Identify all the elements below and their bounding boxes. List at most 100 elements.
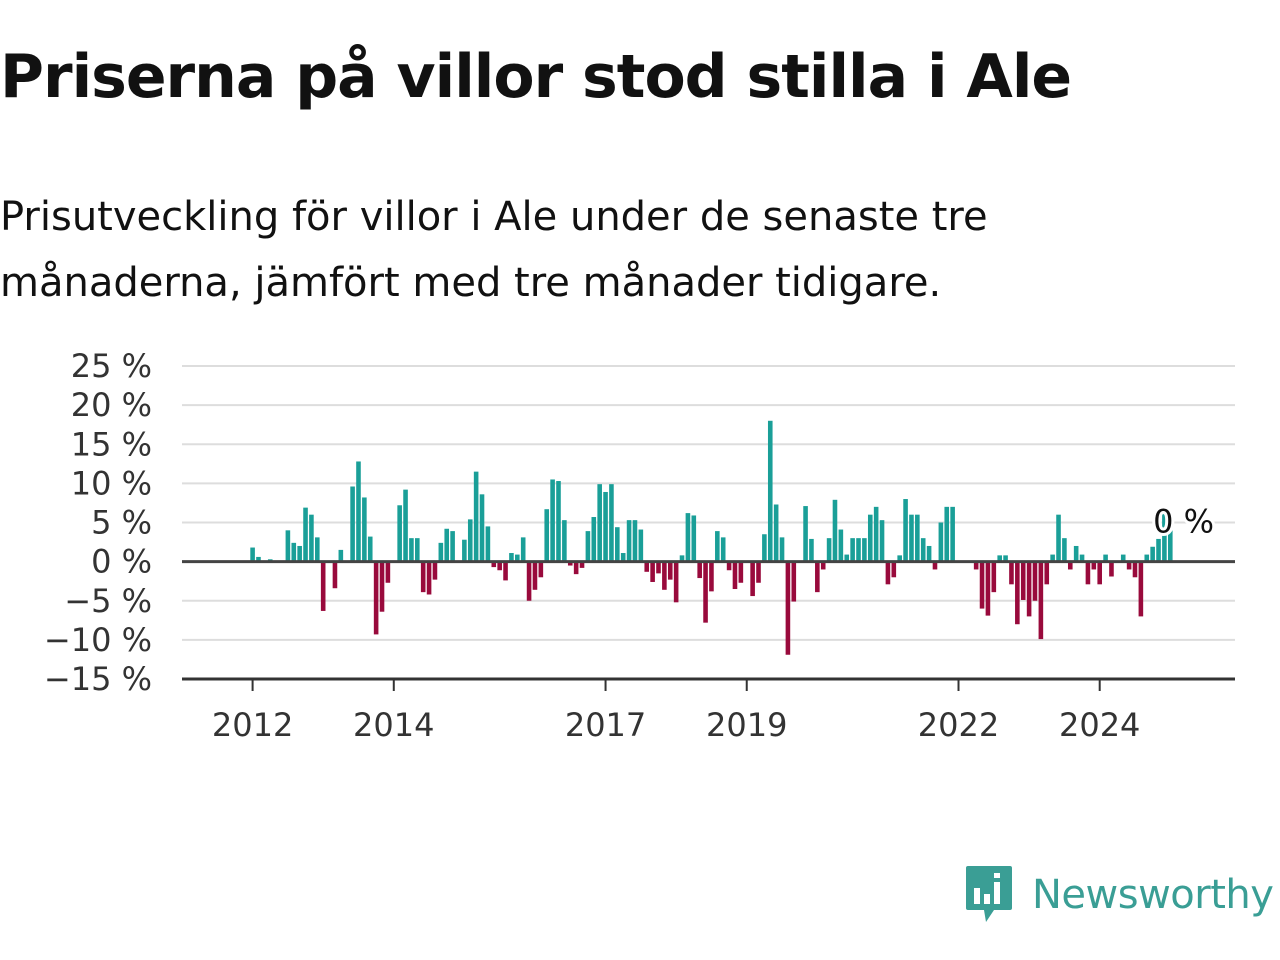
- bar-negative: [373, 561, 379, 635]
- bar-negative: [703, 561, 708, 623]
- bar-positive: [303, 507, 308, 562]
- bar-positive: [779, 537, 785, 562]
- bar-positive: [256, 556, 261, 562]
- bar-positive: [909, 514, 914, 562]
- bar-negative: [1067, 561, 1073, 570]
- bar-positive: [467, 519, 473, 562]
- newsworthy-logo-icon: [966, 866, 1012, 922]
- bar-positive: [409, 538, 414, 562]
- bar-positive: [556, 481, 561, 562]
- y-tick-label: 15 %: [71, 425, 152, 463]
- bar-positive: [1120, 554, 1126, 562]
- bar-negative: [673, 561, 679, 603]
- bar-negative: [567, 561, 573, 566]
- bar-positive: [403, 489, 408, 562]
- bar-positive: [1162, 506, 1167, 562]
- bars: [250, 420, 1173, 655]
- bar-positive: [838, 529, 844, 562]
- bar-positive: [362, 497, 367, 562]
- bar-positive: [1168, 530, 1173, 562]
- bar-positive: [562, 520, 567, 562]
- bar-positive: [1144, 554, 1150, 562]
- x-tick-label: 2014: [353, 706, 434, 744]
- bar-positive: [367, 536, 373, 562]
- bar-positive: [832, 499, 838, 562]
- bar-negative: [756, 561, 761, 583]
- bar-positive: [773, 504, 779, 562]
- bar-positive: [1062, 538, 1067, 562]
- bar-negative: [491, 561, 497, 568]
- bar-positive: [767, 420, 773, 562]
- bar-negative: [662, 561, 667, 590]
- y-tick-label: 0 %: [91, 543, 152, 581]
- y-tick-label: 20 %: [71, 386, 152, 424]
- y-tick-label: −15 %: [44, 660, 152, 698]
- bar-positive: [515, 554, 520, 562]
- bar-positive: [1103, 554, 1108, 562]
- y-tick-labels: 25 %20 %15 %10 %5 %0 %−5 %−10 %−15 %: [44, 347, 152, 698]
- bar-positive: [762, 534, 767, 562]
- bar-positive: [338, 549, 344, 562]
- bar-positive: [879, 520, 885, 562]
- bar-positive: [609, 484, 614, 562]
- bar-negative: [815, 561, 820, 593]
- bar-negative: [644, 561, 650, 572]
- bar-positive: [450, 531, 455, 562]
- bar-negative: [791, 561, 797, 602]
- bar-negative: [709, 561, 714, 592]
- y-tick-label: 10 %: [71, 464, 152, 502]
- bar-negative: [385, 561, 391, 583]
- bar-negative: [526, 561, 532, 601]
- bar-negative: [650, 561, 655, 582]
- bar-negative: [497, 561, 502, 571]
- bar-negative: [503, 561, 508, 581]
- bar-positive: [297, 545, 302, 562]
- bar-negative: [732, 561, 738, 590]
- bar-positive: [356, 461, 361, 562]
- bar-negative: [1097, 561, 1102, 585]
- grid-lines: [182, 365, 1235, 641]
- chart-title: Priserna på villor stod stilla i Ale: [0, 42, 1072, 112]
- bar-positive: [603, 491, 608, 562]
- bar-positive: [826, 538, 832, 562]
- bar-negative: [1044, 561, 1050, 585]
- bar-negative: [1038, 561, 1044, 640]
- x-tick-label: 2019: [706, 706, 787, 744]
- bar-negative: [320, 561, 326, 611]
- bar-negative: [891, 561, 897, 578]
- bar-positive: [679, 555, 685, 562]
- bar-positive: [585, 531, 591, 562]
- x-tick-label: 2017: [565, 706, 646, 744]
- bar-negative: [420, 561, 426, 593]
- bar-negative: [697, 561, 702, 579]
- bar-positive: [809, 538, 814, 562]
- bar-positive: [944, 506, 950, 562]
- bar-positive: [720, 537, 726, 562]
- bar-positive: [632, 520, 638, 562]
- bar-positive: [473, 471, 479, 562]
- y-tick-label: −10 %: [44, 621, 152, 659]
- x-ticks: 2012 2014 2017 2019 2022 2024: [212, 679, 1140, 744]
- bar-positive: [250, 547, 255, 562]
- bar-negative: [750, 561, 755, 597]
- bar-positive: [873, 506, 879, 562]
- bar-positive: [509, 553, 514, 562]
- bar-negative: [885, 561, 891, 585]
- bar-positive: [950, 506, 955, 562]
- bar-negative: [332, 561, 338, 589]
- bar-positive: [1150, 546, 1155, 562]
- bar-positive: [626, 520, 632, 562]
- bar-positive: [997, 555, 1002, 562]
- bar-positive: [897, 555, 902, 562]
- x-tick-label: 2022: [918, 706, 999, 744]
- bar-negative: [1020, 561, 1026, 600]
- bar-positive: [1003, 555, 1008, 562]
- y-tick-label: 25 %: [71, 347, 152, 385]
- bar-negative: [1026, 561, 1032, 617]
- bar-negative: [1032, 561, 1038, 601]
- bar-positive: [291, 542, 297, 562]
- bar-positive: [462, 539, 467, 562]
- bar-negative: [432, 561, 438, 580]
- bar-positive: [544, 509, 550, 562]
- bar-positive: [397, 505, 402, 562]
